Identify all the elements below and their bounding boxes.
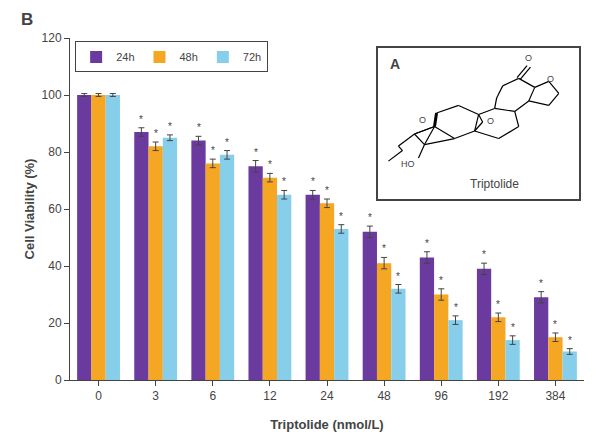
svg-text:*: * [139,114,143,125]
svg-text:384: 384 [545,389,565,403]
svg-text:96: 96 [435,389,449,403]
svg-text:120: 120 [42,31,62,45]
svg-text:*: * [268,159,272,170]
svg-text:*: * [197,122,201,133]
svg-text:O: O [547,74,554,84]
svg-text:12: 12 [263,389,277,403]
svg-text:40: 40 [48,259,62,273]
svg-text:*: * [439,275,443,286]
svg-text:*: * [482,249,486,260]
svg-text:6: 6 [209,389,216,403]
svg-text:3: 3 [152,389,159,403]
svg-text:*: * [511,322,515,333]
svg-text:HO: HO [401,159,415,169]
svg-text:*: * [311,176,315,187]
svg-text:Cell Viability (%): Cell Viability (%) [22,159,37,260]
svg-text:*: * [553,319,557,330]
svg-text:O: O [487,116,494,126]
svg-text:20: 20 [48,316,62,330]
svg-text:O: O [419,115,426,125]
svg-text:100: 100 [42,88,62,102]
svg-text:*: * [254,147,258,158]
svg-text:Triptolide: Triptolide [470,177,519,191]
svg-text:24: 24 [320,389,334,403]
svg-text:72h: 72h [243,51,261,63]
svg-text:*: * [154,128,158,139]
svg-text:B: B [21,10,33,29]
svg-text:48: 48 [377,389,391,403]
svg-text:*: * [211,145,215,156]
svg-text:A: A [390,56,400,72]
svg-text:0: 0 [95,389,102,403]
svg-text:*: * [396,271,400,282]
svg-text:48h: 48h [179,51,197,63]
svg-text:60: 60 [48,202,62,216]
svg-text:*: * [168,121,172,132]
svg-text:80: 80 [48,145,62,159]
svg-text:0: 0 [55,373,62,387]
svg-text:*: * [325,185,329,196]
svg-text:*: * [568,335,572,346]
svg-text:*: * [282,176,286,187]
svg-text:*: * [496,299,500,310]
svg-text:*: * [539,278,543,289]
svg-text:Triptolide (nmol/L): Triptolide (nmol/L) [270,417,383,432]
svg-text:*: * [339,211,343,222]
svg-text:O: O [525,53,532,63]
svg-text:*: * [368,212,372,223]
svg-text:192: 192 [488,389,508,403]
svg-text:*: * [425,238,429,249]
svg-text:*: * [225,137,229,148]
svg-text:*: * [454,302,458,313]
svg-text:*: * [382,243,386,254]
svg-text:24h: 24h [116,51,134,63]
